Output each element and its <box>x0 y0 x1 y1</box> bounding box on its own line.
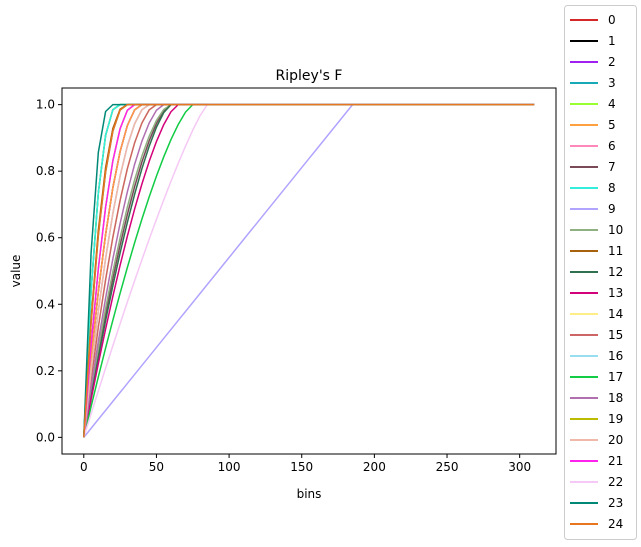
legend-label: 0 <box>608 13 616 27</box>
legend-entry-6: 6 <box>570 139 616 153</box>
chart-title: Ripley's F <box>276 68 343 84</box>
legend-label: 17 <box>608 370 623 384</box>
legend-entry-18: 18 <box>570 391 623 405</box>
legend-entry-23: 23 <box>570 496 623 510</box>
y-tick-label: 0.2 <box>36 364 55 378</box>
legend-entry-2: 2 <box>570 55 616 69</box>
legend-entry-19: 19 <box>570 412 623 426</box>
legend-entry-3: 3 <box>570 76 616 90</box>
series-lines <box>83 103 535 438</box>
legend-entry-13: 13 <box>570 286 623 300</box>
legend-label: 19 <box>608 412 623 426</box>
legend-label: 2 <box>608 55 616 69</box>
y-tick-label: 0.4 <box>36 297 55 311</box>
legend-label: 14 <box>608 307 623 321</box>
legend-label: 3 <box>608 76 616 90</box>
legend-entry-12: 12 <box>570 265 623 279</box>
legend-label: 24 <box>608 517 623 531</box>
legend-label: 10 <box>608 223 623 237</box>
legend-entry-22: 22 <box>570 475 623 489</box>
legend-entry-11: 11 <box>570 244 623 258</box>
y-tick-label: 0.8 <box>36 164 55 178</box>
x-axis-label: bins <box>297 487 322 501</box>
legend-entry-21: 21 <box>570 454 623 468</box>
legend-label: 8 <box>608 181 616 195</box>
x-tick-label: 300 <box>508 460 531 474</box>
legend-label: 1 <box>608 34 616 48</box>
legend-label: 6 <box>608 139 616 153</box>
x-tick-label: 50 <box>149 460 164 474</box>
x-tick-label: 100 <box>218 460 241 474</box>
series-line-24 <box>83 103 535 438</box>
series-line-13 <box>83 103 535 438</box>
y-axis-ticks: 0.0 0.2 0.4 0.6 0.8 1.0 <box>36 98 62 444</box>
legend-entry-15: 15 <box>570 328 623 342</box>
legend-entry-20: 20 <box>570 433 623 447</box>
legend-label: 21 <box>608 454 623 468</box>
legend-label: 7 <box>608 160 616 174</box>
legend-entry-24: 24 <box>570 517 623 531</box>
legend-label: 11 <box>608 244 623 258</box>
legend-entry-0: 0 <box>570 13 616 27</box>
y-tick-label: 0.6 <box>36 231 55 245</box>
legend-label: 20 <box>608 433 623 447</box>
legend-entry-7: 7 <box>570 160 616 174</box>
x-tick-label: 250 <box>436 460 459 474</box>
legend-label: 4 <box>608 97 616 111</box>
y-tick-label: 0.0 <box>36 430 55 444</box>
y-tick-label: 1.0 <box>36 98 55 112</box>
plot-area-frame <box>61 87 557 455</box>
legend-label: 9 <box>608 202 616 216</box>
legend-label: 12 <box>608 265 623 279</box>
legend-label: 5 <box>608 118 616 132</box>
legend-label: 23 <box>608 496 623 510</box>
legend-entry-8: 8 <box>570 181 616 195</box>
legend-label: 18 <box>608 391 623 405</box>
legend-label: 13 <box>608 286 623 300</box>
x-tick-label: 150 <box>290 460 313 474</box>
legend-entry-14: 14 <box>570 307 623 321</box>
legend-label: 15 <box>608 328 623 342</box>
legend-entry-5: 5 <box>570 118 616 132</box>
legend-entry-16: 16 <box>570 349 623 363</box>
x-tick-label: 200 <box>363 460 386 474</box>
legend-frame <box>564 5 637 540</box>
legend-label: 22 <box>608 475 623 489</box>
x-axis-ticks: 0 50 100 150 200 250 300 <box>80 454 531 474</box>
legend-entry-1: 1 <box>570 34 616 48</box>
legend-label: 16 <box>608 349 623 363</box>
x-tick-label: 0 <box>80 460 88 474</box>
y-axis-label: value <box>9 255 23 288</box>
legend-entry-4: 4 <box>570 97 616 111</box>
legend-entry-9: 9 <box>570 202 616 216</box>
legend-entry-10: 10 <box>570 223 623 237</box>
legend-entry-17: 17 <box>570 370 623 384</box>
